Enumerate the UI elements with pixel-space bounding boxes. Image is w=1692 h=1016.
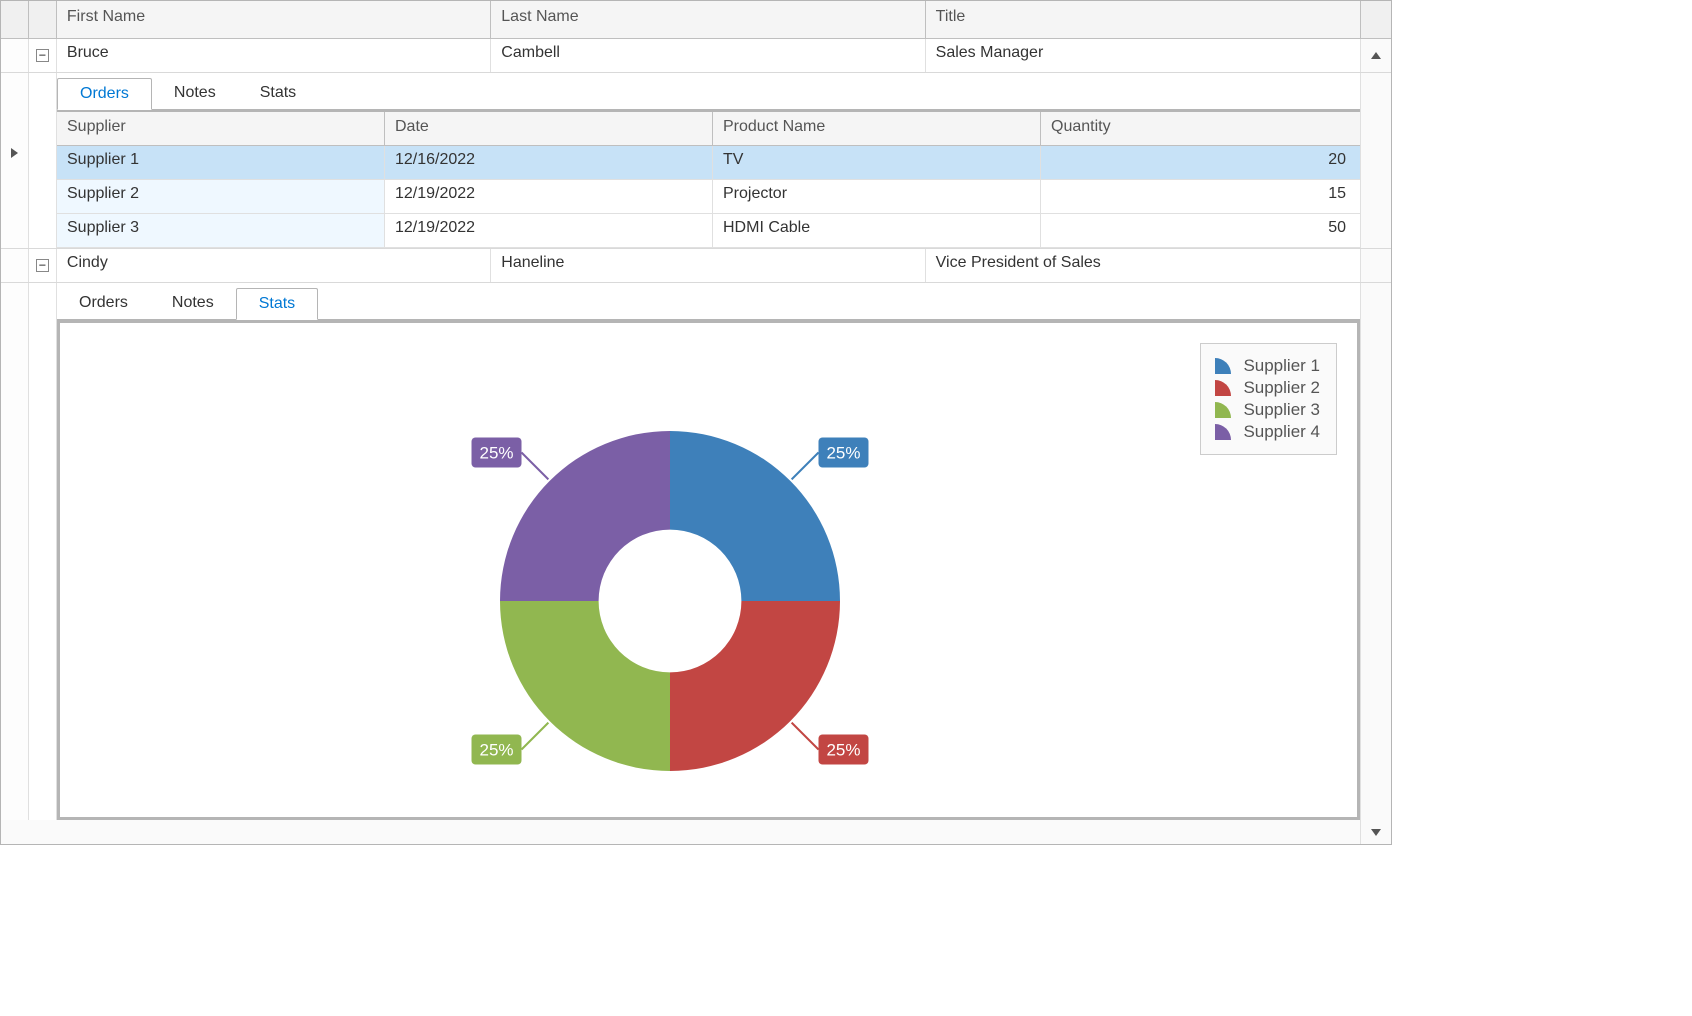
donut-chart-svg: 25% 25% 25% 25% [360,361,980,801]
donut-leader-line [522,723,549,750]
legend-item[interactable]: Supplier 3 [1213,400,1320,420]
orders-cell-date[interactable]: 12/19/2022 [385,180,713,213]
orders-cell-product[interactable]: Projector [713,180,1041,213]
row-expander-cell: − [29,39,57,72]
detail-spacer-col [29,283,57,820]
detail-spacer-col [29,73,57,248]
tab-stats[interactable]: Stats [238,78,318,110]
orders-row[interactable]: Supplier 1 12/16/2022 TV 20 [57,146,1360,180]
orders-grid: Supplier Date Product Name Quantity Supp… [57,110,1360,248]
row-indicator [1,249,29,282]
donut-chart: 25% 25% 25% 25% [360,361,980,806]
master-row[interactable]: − Bruce Cambell Sales Manager [1,39,1391,73]
legend-item[interactable]: Supplier 4 [1213,422,1320,442]
legend-item[interactable]: Supplier 2 [1213,378,1320,398]
master-header-row: First Name Last Name Title [1,1,1391,39]
collapse-icon[interactable]: − [36,49,49,62]
col-header-title[interactable]: Title [926,1,1360,38]
tab-notes[interactable]: Notes [150,288,236,320]
legend-label: Supplier 3 [1243,400,1320,420]
donut-label-text: 25% [826,444,860,463]
detail-indicator-col [1,73,29,248]
donut-label-text: 25% [826,740,860,759]
col-header-last-name[interactable]: Last Name [491,1,925,38]
legend-swatch-icon [1213,422,1233,442]
detail-indicator-col [1,283,29,820]
cell-title[interactable]: Vice President of Sales [926,249,1360,282]
detail-scroll-col [1360,73,1391,248]
chart-legend: Supplier 1Supplier 2Supplier 3Supplier 4 [1200,343,1337,455]
detail-tabstrip: Orders Notes Stats [57,73,1360,110]
legend-swatch-icon [1213,378,1233,398]
orders-col-supplier[interactable]: Supplier [57,112,385,145]
orders-col-product[interactable]: Product Name [713,112,1041,145]
master-row[interactable]: − Cindy Haneline Vice President of Sales [1,249,1391,283]
donut-label-text: 25% [479,740,513,759]
cell-last-name[interactable]: Haneline [491,249,925,282]
tab-notes[interactable]: Notes [152,78,238,110]
col-header-first-name[interactable]: First Name [57,1,491,38]
legend-item[interactable]: Supplier 1 [1213,356,1320,376]
row-indicator [1,39,29,72]
orders-cell-supplier[interactable]: Supplier 1 [57,146,385,179]
orders-cell-supplier[interactable]: Supplier 2 [57,180,385,213]
legend-label: Supplier 4 [1243,422,1320,442]
orders-row[interactable]: Supplier 3 12/19/2022 HDMI Cable 50 [57,214,1360,248]
legend-swatch-icon [1213,400,1233,420]
tab-stats[interactable]: Stats [236,288,318,320]
detail-area: Orders Notes Stats Supplier Date Product… [1,73,1391,249]
collapse-icon[interactable]: − [36,259,49,272]
donut-leader-line [792,453,819,480]
cell-last-name[interactable]: Cambell [491,39,925,72]
orders-header-row: Supplier Date Product Name Quantity [57,110,1360,146]
detail-area: Orders Notes Stats 25% 25% 25% 25% Supplier… [1,283,1391,820]
scroll-down-button[interactable] [1360,820,1391,844]
cell-first-name[interactable]: Cindy [57,249,491,282]
row-expander-cell: − [29,249,57,282]
grid-footer [1,820,1391,844]
legend-label: Supplier 2 [1243,378,1320,398]
orders-row[interactable]: Supplier 2 12/19/2022 Projector 15 [57,180,1360,214]
chevron-down-icon [1371,829,1381,836]
chevron-up-icon [1371,52,1381,59]
orders-cell-date[interactable]: 12/19/2022 [385,214,713,247]
header-expander-col [29,1,57,38]
orders-cell-qty[interactable]: 50 [1041,214,1360,247]
donut-leader-line [792,723,819,750]
tab-orders[interactable]: Orders [57,78,152,110]
orders-cell-date[interactable]: 12/16/2022 [385,146,713,179]
legend-swatch-icon [1213,356,1233,376]
scroll-up-button[interactable] [1360,39,1391,72]
detail-content: Orders Notes Stats Supplier Date Product… [57,73,1360,248]
header-scroll-col [1360,1,1391,38]
tab-orders[interactable]: Orders [57,288,150,320]
current-row-indicator-icon [11,148,18,158]
orders-col-date[interactable]: Date [385,112,713,145]
orders-cell-product[interactable]: HDMI Cable [713,214,1041,247]
orders-cell-product[interactable]: TV [713,146,1041,179]
cell-first-name[interactable]: Bruce [57,39,491,72]
stats-chart-panel: 25%25%25%25% Supplier 1Supplier 2Supplie… [57,320,1360,820]
detail-tabstrip: Orders Notes Stats [57,283,1360,320]
cell-title[interactable]: Sales Manager [926,39,1360,72]
orders-cell-qty[interactable]: 20 [1041,146,1360,179]
orders-col-quantity[interactable]: Quantity [1041,112,1360,145]
master-grid: First Name Last Name Title − Bruce Cambe… [0,0,1392,845]
donut-label-text: 25% [479,444,513,463]
detail-scroll-col [1360,283,1391,820]
legend-label: Supplier 1 [1243,356,1320,376]
donut-leader-line [522,453,549,480]
orders-cell-qty[interactable]: 15 [1041,180,1360,213]
detail-content: Orders Notes Stats 25% 25% 25% 25% Supplier… [57,283,1360,820]
orders-cell-supplier[interactable]: Supplier 3 [57,214,385,247]
row-scroll-col [1360,249,1391,282]
header-indicator-col [1,1,29,38]
